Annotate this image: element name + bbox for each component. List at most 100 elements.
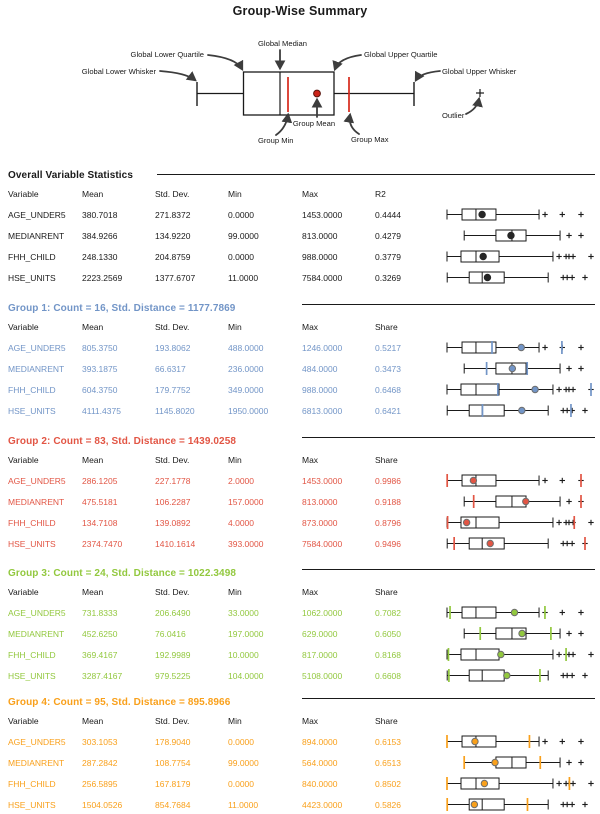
cell-std_dev: 106.2287	[155, 496, 191, 507]
mean-dot	[483, 273, 492, 282]
mean-dot	[508, 364, 517, 373]
table-row: MEDIANRENT 393.1875 66.6317 236.0000 484.000…	[0, 358, 600, 379]
mean-dot	[486, 539, 494, 548]
cell-mean: 452.6250	[82, 628, 118, 639]
cell-max: 6813.0000	[302, 405, 343, 416]
cell-stat: 0.6421	[375, 405, 401, 416]
arrow-lower-quartile	[207, 54, 244, 72]
column-header: Mean	[82, 715, 104, 726]
arrow-outlier	[465, 96, 483, 115]
cell-std_dev: 206.6490	[155, 607, 191, 618]
mean-dot	[507, 231, 515, 240]
mean-dot	[462, 518, 471, 527]
legend-label-outlier: Outlier	[442, 111, 465, 120]
iqr-box	[461, 735, 497, 748]
legend-label-group-mean: Group Mean	[293, 119, 335, 128]
cell-mean: 1504.0526	[82, 799, 123, 810]
column-header: Share	[375, 586, 398, 597]
mean-dot	[471, 737, 479, 746]
legend-group-mean-dot	[313, 89, 321, 98]
iqr-box	[461, 606, 497, 619]
arrow-upper-whisker	[414, 70, 441, 83]
legend-label-global-upper-whisker: Global Upper Whisker	[442, 67, 517, 76]
column-header: Max	[302, 715, 319, 726]
column-header-row: Variable Mean Std. Dev. Min Max Share	[0, 710, 600, 731]
column-header-row: Variable Mean Std. Dev. Min Max Share	[0, 316, 600, 337]
cell-variable: HSE_UNITS	[8, 538, 56, 549]
table-row: MEDIANRENT 475.5181 106.2287 157.0000 813.00…	[0, 491, 600, 512]
cell-max: 840.0000	[302, 778, 338, 789]
cell-stat: 0.3269	[375, 272, 401, 283]
cell-mean: 3287.4167	[82, 670, 123, 681]
cell-max: 629.0000	[302, 628, 338, 639]
section-title: Group 3: Count = 24, Std. Distance = 102…	[8, 567, 237, 579]
table-row: AGE_UNDER5 380.7018 271.8372 0.0000 1453.000…	[0, 204, 600, 225]
column-header: Min	[228, 586, 242, 597]
section-title: Group 1: Count = 16, Std. Distance = 117…	[8, 302, 236, 314]
cell-stat: 0.5826	[375, 799, 401, 810]
table-row: AGE_UNDER5 286.1205 227.1778 2.0000 1453.000…	[0, 470, 600, 491]
mean-dot	[479, 252, 487, 261]
cell-std_dev: 192.9989	[155, 649, 191, 660]
cell-variable: HSE_UNITS	[8, 670, 56, 681]
cell-mean: 134.7108	[82, 517, 118, 528]
row-boxplot	[446, 606, 584, 619]
row-boxplot	[463, 362, 584, 375]
cell-std_dev: 76.0416	[155, 628, 186, 639]
cell-min: 0.0000	[228, 778, 254, 789]
cell-min: 4.0000	[228, 517, 254, 528]
column-header: Min	[228, 454, 242, 465]
iqr-box	[461, 474, 497, 487]
cell-max: 1453.0000	[302, 209, 343, 220]
mean-dot	[478, 210, 486, 219]
mean-dot	[510, 608, 519, 617]
cell-max: 988.0000	[302, 251, 338, 262]
iqr-box	[468, 669, 505, 682]
cell-stat: 0.9496	[375, 538, 401, 549]
cell-std_dev: 1377.6707	[155, 272, 196, 283]
cell-variable: HSE_UNITS	[8, 272, 56, 283]
cell-max: 988.0000	[302, 384, 338, 395]
mean-dot	[518, 406, 526, 415]
column-header: Mean	[82, 454, 104, 465]
column-header-row: Variable Mean Std. Dev. Min Max Share	[0, 581, 600, 602]
section-header: Group 1: Count = 16, Std. Distance = 117…	[0, 300, 600, 316]
arrow-group-max	[343, 112, 360, 135]
cell-stat: 0.6608	[375, 670, 401, 681]
column-header: Std. Dev.	[155, 321, 190, 332]
cell-stat: 0.8168	[375, 649, 401, 660]
cell-variable: AGE_UNDER5	[8, 736, 66, 747]
row-boxplot	[446, 537, 588, 550]
mean-dot	[497, 650, 505, 659]
section-rule	[302, 304, 595, 305]
section-header: Overall Variable Statistics	[0, 167, 600, 183]
cell-stat: 0.3473	[375, 363, 401, 374]
row-boxplot	[446, 777, 594, 790]
section-group2: Group 2: Count = 83, Std. Distance = 143…	[0, 433, 600, 554]
table-row: FHH_CHILD 256.5895 167.8179 0.0000 840.0000 0…	[0, 773, 600, 794]
cell-std_dev: 204.8759	[155, 251, 191, 262]
cell-std_dev: 178.9040	[155, 736, 191, 747]
legend-outlier-mark	[476, 89, 484, 97]
cell-variable: AGE_UNDER5	[8, 475, 66, 486]
row-boxplot	[446, 798, 588, 811]
section-title: Overall Variable Statistics	[8, 169, 133, 181]
section-header: Group 2: Count = 83, Std. Distance = 143…	[0, 433, 600, 449]
cell-max: 813.0000	[302, 496, 338, 507]
cell-max: 873.0000	[302, 517, 338, 528]
table-row: HSE_UNITS 1504.0526 854.7684 11.0000 4423.00…	[0, 794, 600, 814]
cell-stat: 0.6513	[375, 757, 401, 768]
mean-dot	[491, 758, 499, 767]
row-boxplot	[446, 341, 584, 354]
cell-mean: 256.5895	[82, 778, 118, 789]
cell-std_dev: 134.9220	[155, 230, 191, 241]
cell-max: 817.0000	[302, 649, 338, 660]
iqr-box	[468, 798, 505, 811]
cell-min: 2.0000	[228, 475, 254, 486]
table-row: HSE_UNITS 4111.4375 1145.8020 1950.0000 6813…	[0, 400, 600, 421]
cell-min: 11.0000	[228, 799, 259, 810]
page-title: Group-Wise Summary	[232, 4, 368, 18]
cell-min: 157.0000	[228, 496, 264, 507]
table-row: FHH_CHILD 604.3750 179.7752 349.0000 988.000…	[0, 379, 600, 400]
section-group4: Group 4: Count = 95, Std. Distance = 895…	[0, 694, 600, 814]
